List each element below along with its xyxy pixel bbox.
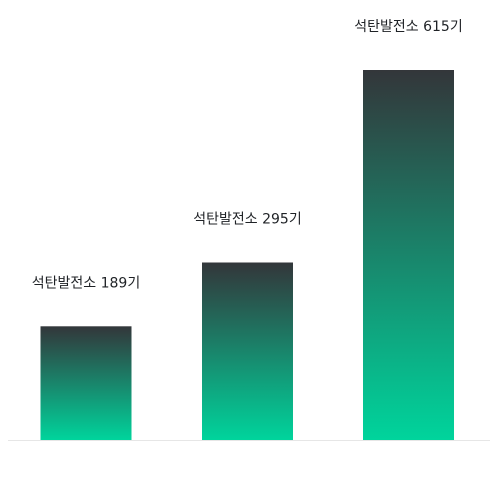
- bar-1-data-label: 석탄발전소 189기: [32, 275, 140, 291]
- bar-2: [202, 262, 293, 440]
- data-labels: 석탄발전소 189기 석탄발전소 295기 석탄발전소 615기: [32, 19, 463, 291]
- bars: [40, 70, 454, 440]
- bar-3: [363, 70, 454, 440]
- bar-2-data-label: 석탄발전소 295기: [193, 212, 301, 228]
- bar-1: [40, 326, 132, 440]
- bar-3-data-label: 석탄발전소 615기: [354, 19, 462, 35]
